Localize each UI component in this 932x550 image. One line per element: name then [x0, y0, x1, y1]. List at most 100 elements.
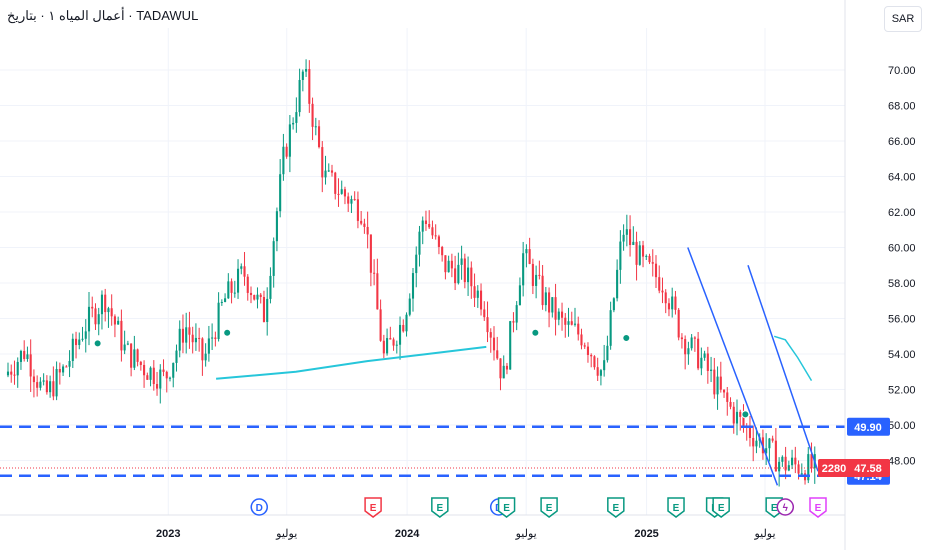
candle-body — [473, 286, 476, 298]
event-earnings-icon — [607, 497, 625, 518]
level-badge — [847, 417, 890, 436]
dividend-marker — [93, 339, 102, 348]
candle-body — [392, 339, 395, 346]
level-badge-label: 49.90 — [854, 422, 882, 434]
candle-body — [580, 334, 583, 346]
candle-body — [185, 327, 188, 343]
event-label: E — [612, 503, 619, 514]
candle-body — [418, 231, 421, 255]
candle-body — [800, 473, 803, 475]
x-axis: 2023 يوليو 2024 يوليو 2025 يوليو — [0, 514, 845, 540]
y-tick-label: 62.00 — [888, 207, 916, 219]
candle-body — [515, 305, 518, 323]
candle-body — [781, 456, 784, 462]
candle-body — [726, 392, 729, 402]
candle-body — [97, 314, 100, 325]
dividend-marker — [223, 328, 232, 337]
chart-title: أعمال المياه ١ · بتاريخ · TADAWUL — [7, 8, 199, 23]
candle-body — [713, 369, 716, 395]
candle-body — [168, 377, 172, 379]
candles — [6, 59, 816, 487]
candle-body — [622, 234, 625, 242]
currency-button[interactable]: SAR — [884, 6, 922, 32]
moving-average-line — [216, 345, 487, 380]
candle-body — [567, 321, 570, 325]
candle-body — [71, 338, 74, 362]
candle-body — [784, 456, 787, 471]
candle-body — [486, 317, 489, 333]
candle-body — [133, 349, 136, 368]
candle-body — [684, 339, 687, 355]
candle-body — [411, 273, 415, 299]
candle-body — [492, 337, 496, 351]
event-label: ϟ — [783, 503, 789, 514]
overlays — [0, 247, 845, 486]
y-tick-label: 50.00 — [888, 420, 916, 432]
candle-body — [389, 338, 392, 340]
candle-body — [382, 340, 385, 354]
candle-body — [87, 306, 91, 332]
candle-body — [797, 464, 800, 474]
candle-body — [564, 317, 567, 325]
candle-body — [463, 258, 466, 283]
candle-body — [402, 324, 405, 332]
candle-body — [654, 263, 658, 278]
candle-body — [457, 264, 460, 284]
candle-body — [599, 370, 602, 376]
candle-body — [629, 229, 632, 245]
candle-body — [139, 361, 142, 365]
candle-body — [327, 170, 330, 172]
event-label: E — [436, 503, 443, 514]
candle-body — [246, 276, 249, 293]
event-split-icon — [776, 498, 795, 516]
dividend-marker — [531, 328, 540, 337]
candle-body — [518, 285, 521, 306]
candle-body — [113, 316, 116, 325]
candle-body — [528, 249, 531, 264]
candle-body — [249, 292, 253, 296]
candle-body — [787, 465, 790, 471]
candle-body — [178, 328, 181, 351]
candle-body — [395, 344, 398, 346]
candle-body — [211, 337, 214, 339]
candle-body — [172, 362, 175, 378]
candle-body — [230, 281, 233, 293]
y-tick-label: 54.00 — [888, 349, 916, 361]
candle-body — [356, 199, 359, 221]
candle-body — [415, 254, 418, 274]
y-tick-label: 60.00 — [888, 243, 916, 255]
candle-body — [100, 294, 104, 315]
candle-body — [201, 338, 204, 361]
event-earnings-icon — [364, 497, 382, 518]
candle-body — [612, 298, 615, 311]
volume-badge — [818, 458, 850, 477]
candle-body — [431, 227, 434, 236]
candle-body — [577, 323, 580, 335]
candle-body — [227, 281, 230, 299]
candle-body — [220, 301, 223, 303]
candle-body — [729, 401, 732, 407]
candle-body — [554, 297, 557, 320]
x-tick-label: يوليو — [753, 528, 775, 540]
candle-body — [292, 122, 295, 125]
candle-body — [340, 189, 343, 194]
candle-body — [434, 235, 437, 237]
candle-body — [719, 376, 722, 390]
candle-body — [674, 296, 677, 310]
candle-body — [460, 258, 463, 265]
candle-body — [146, 375, 149, 380]
event-label: E — [771, 503, 778, 514]
candle-body — [256, 294, 259, 300]
candle-body — [450, 260, 453, 269]
candle-body — [282, 146, 285, 175]
candle-body — [590, 354, 593, 357]
candle-body — [645, 255, 648, 257]
candle-body — [143, 364, 146, 376]
candle-body — [444, 255, 447, 273]
candle-body — [155, 384, 159, 389]
event-label: E — [503, 503, 510, 514]
channel-lower-line — [687, 247, 779, 486]
candle-body — [774, 440, 777, 472]
